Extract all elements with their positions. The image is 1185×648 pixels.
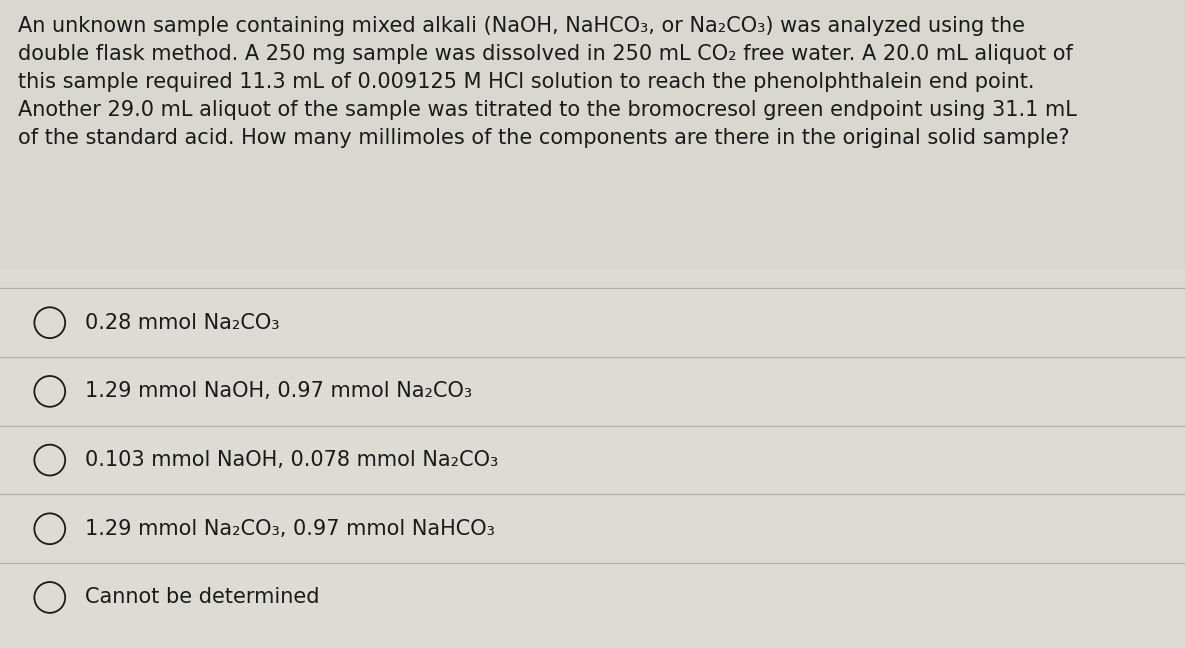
Text: 1.29 mmol NaOH, 0.97 mmol Na₂CO₃: 1.29 mmol NaOH, 0.97 mmol Na₂CO₃	[85, 382, 473, 401]
Text: 0.28 mmol Na₂CO₃: 0.28 mmol Na₂CO₃	[85, 313, 280, 332]
Text: Cannot be determined: Cannot be determined	[85, 588, 320, 607]
Text: 1.29 mmol Na₂CO₃, 0.97 mmol NaHCO₃: 1.29 mmol Na₂CO₃, 0.97 mmol NaHCO₃	[85, 519, 495, 538]
Text: 0.103 mmol NaOH, 0.078 mmol Na₂CO₃: 0.103 mmol NaOH, 0.078 mmol Na₂CO₃	[85, 450, 499, 470]
Text: An unknown sample containing mixed alkali (NaOH, NaHCO₃, or Na₂CO₃) was analyzed: An unknown sample containing mixed alkal…	[18, 16, 1077, 148]
FancyBboxPatch shape	[0, 269, 1185, 648]
FancyBboxPatch shape	[0, 0, 1185, 272]
